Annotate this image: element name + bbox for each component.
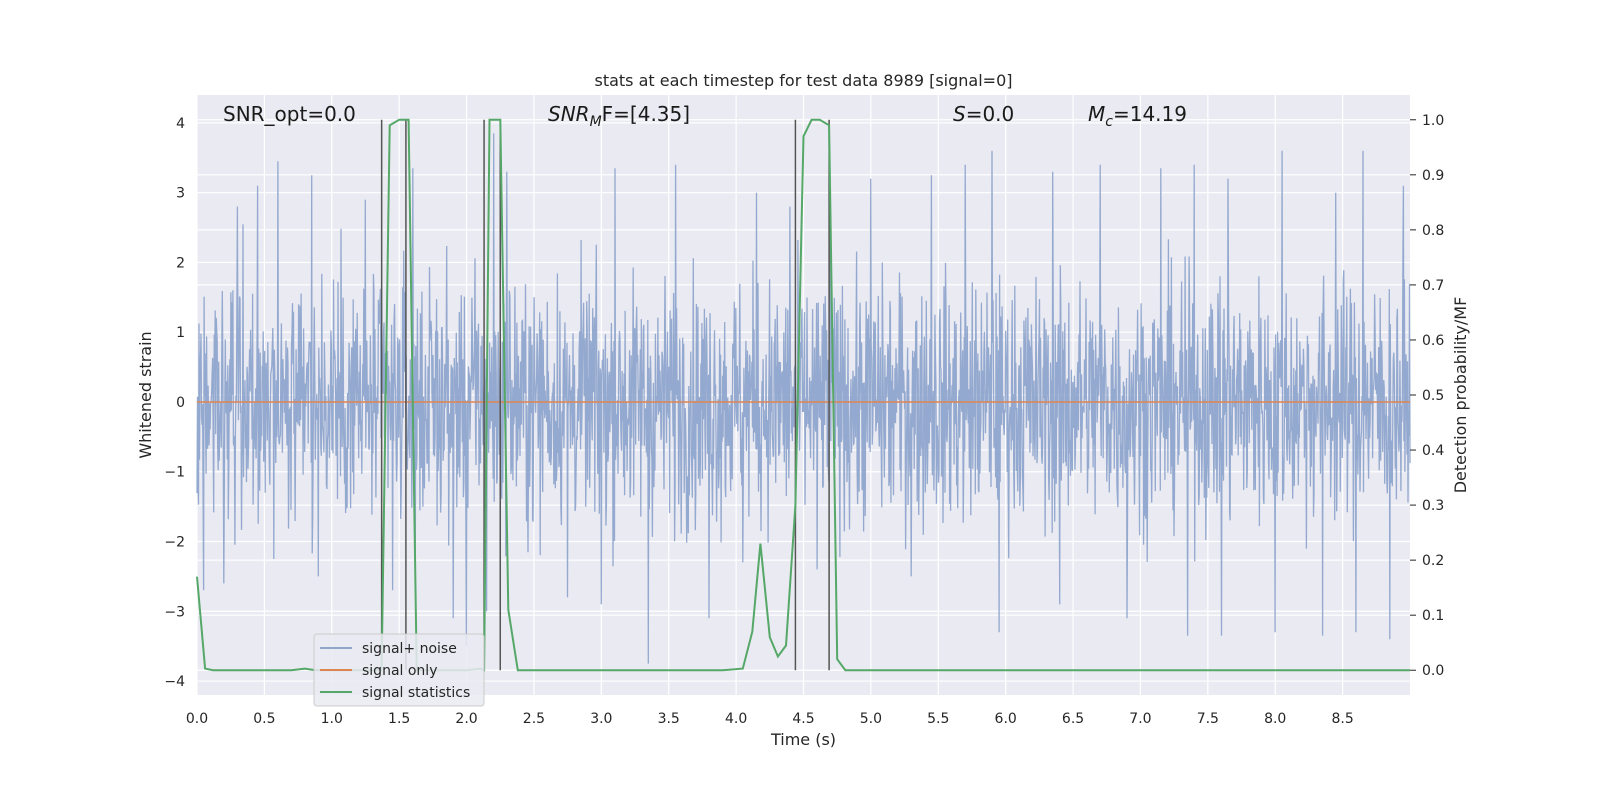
- x-tick-label: 0.5: [253, 711, 275, 727]
- x-tick-label: 5.5: [927, 711, 949, 727]
- vertical-lines: [380, 119, 830, 671]
- annotation-s-rest: =0.0: [966, 102, 1015, 126]
- x-tick-label: 5.0: [860, 711, 882, 727]
- signal-noise-line: [196, 133, 1411, 664]
- y-right-tick-label: 1.0: [1422, 113, 1444, 129]
- x-tick-label: 3.5: [658, 711, 680, 727]
- x-tick-label: 6.5: [1062, 711, 1084, 727]
- annotation-mc-main: M: [1088, 102, 1105, 126]
- legend-label-signal-only: signal only: [362, 663, 437, 679]
- y-right-tick-label: 0.6: [1422, 333, 1444, 349]
- x-tick-label: 0.0: [186, 711, 208, 727]
- annotation-mc-rest: =14.19: [1113, 102, 1187, 126]
- y-right-tick-label: 0.4: [1422, 443, 1444, 459]
- signal-noise-layer: [196, 133, 1411, 664]
- y-right-tick-label: 0.7: [1422, 278, 1444, 294]
- x-tick-label: 8.5: [1331, 711, 1353, 727]
- y-right-tick-label: 0.5: [1422, 388, 1444, 404]
- ticks: 0.0 0.5 1.0 1.5 2.0 2.5 3.0 3.5 4.0 4.5 5.0 5.5 6.0 6…: [164, 113, 1444, 727]
- y-tick-label: −3: [164, 604, 185, 620]
- annotation-s-main: S: [953, 102, 966, 126]
- y-tick-label: 0: [176, 395, 185, 411]
- annotation-snr-mf: SNRMF=[4.35]: [548, 102, 690, 130]
- y-right-tick-label: 0.0: [1422, 663, 1444, 679]
- y-tick-label: 2: [176, 255, 185, 271]
- annotation-s: S=0.0: [953, 102, 1014, 126]
- y-tick-label: 1: [176, 325, 185, 341]
- annotation-snr-mf-sub: M: [590, 114, 602, 130]
- y-axis-label-right: Detection probability/MF: [1451, 297, 1470, 494]
- x-tick-label: 7.5: [1197, 711, 1219, 727]
- y-tick-label: −2: [164, 535, 185, 551]
- y-right-tick-label: 0.8: [1422, 223, 1444, 239]
- x-tick-label: 2.0: [455, 711, 477, 727]
- x-tick-label: 8.0: [1264, 711, 1286, 727]
- x-tick-label: 7.0: [1129, 711, 1151, 727]
- x-tick-label: 4.5: [792, 711, 814, 727]
- y-tick-label: −1: [164, 465, 185, 481]
- legend: signal+ noise signal only signal statist…: [313, 633, 485, 707]
- annotation-snr-mf-main: SNR: [548, 102, 590, 126]
- legend-label-signal-statistics: signal statistics: [362, 685, 470, 701]
- x-tick-label: 6.0: [995, 711, 1017, 727]
- y-tick-label: 4: [176, 116, 185, 132]
- x-tick-label: 1.5: [388, 711, 410, 727]
- x-tick-label: 3.0: [590, 711, 612, 727]
- y-right-tick-label: 0.2: [1422, 553, 1444, 569]
- y-tick-label: −4: [164, 674, 185, 690]
- y-right-tick-label: 0.3: [1422, 498, 1444, 514]
- y-tick-label: 3: [176, 186, 185, 202]
- y-right-tick-label: 0.1: [1422, 608, 1444, 624]
- legend-label-signal-noise: signal+ noise: [362, 641, 457, 657]
- chart-title: stats at each timestep for test data 898…: [594, 71, 1012, 90]
- annotation-snr-opt: SNR_opt=0.0: [223, 102, 356, 126]
- y-axis-label: Whitened strain: [136, 331, 155, 458]
- x-axis-label: Time (s): [770, 730, 836, 749]
- x-tick-label: 2.5: [523, 711, 545, 727]
- y-right-tick-label: 0.9: [1422, 168, 1444, 184]
- legend-box: [313, 633, 485, 707]
- annotation-mc: Mc=14.19: [1088, 102, 1187, 130]
- annotation-mc-sub: c: [1105, 114, 1113, 130]
- x-tick-label: 1.0: [321, 711, 343, 727]
- x-tick-label: 4.0: [725, 711, 747, 727]
- annotation-snr-mf-rest: F=[4.35]: [602, 102, 690, 126]
